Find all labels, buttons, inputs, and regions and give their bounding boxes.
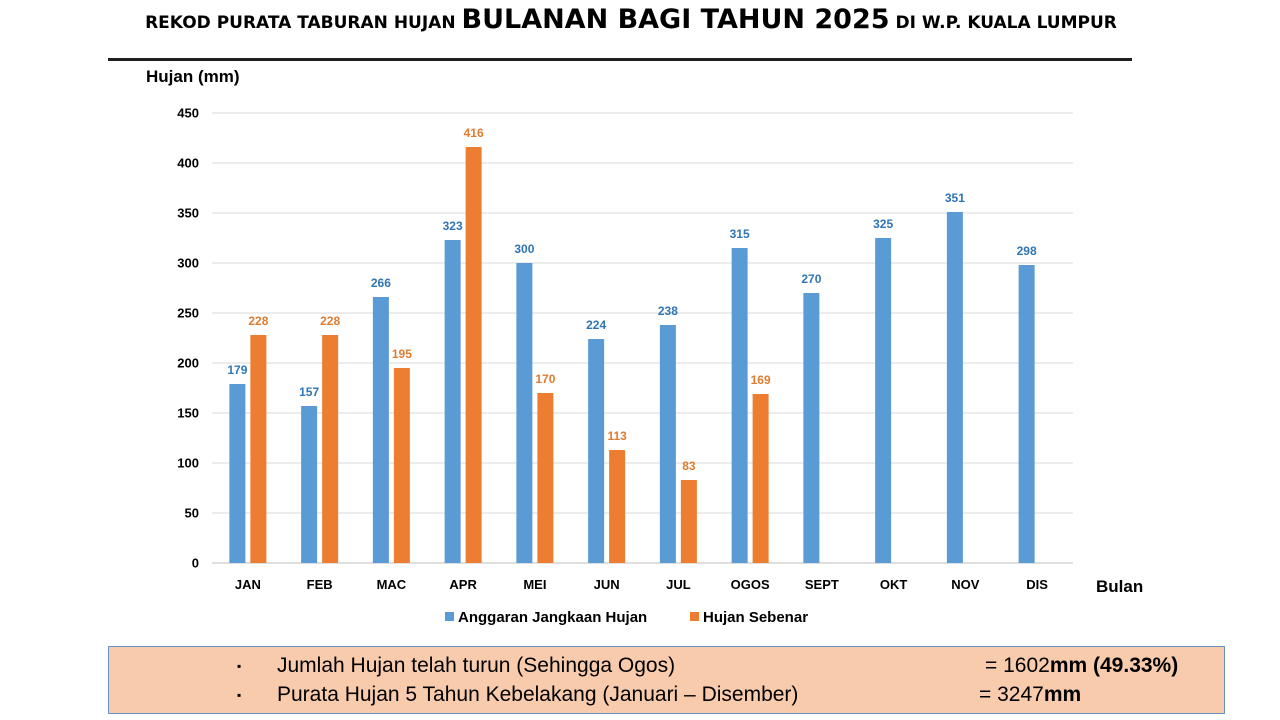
data-label: 416: [464, 126, 484, 140]
data-label: 169: [751, 373, 771, 387]
data-labels: 179 228 157 228 266 195 323 416 300 170 224 113 238 8…: [227, 126, 1037, 473]
bar-ogos-series-1: [731, 248, 748, 563]
bar-mac-series-2: [393, 368, 410, 563]
bar-apr-series-2: [465, 147, 482, 563]
bar-jun-series-2: [609, 450, 626, 563]
x-tick-label: MEI: [523, 577, 546, 592]
bar-feb-series-1: [301, 406, 318, 563]
bars: [229, 147, 1035, 563]
y-tick-label: 300: [177, 256, 199, 271]
y-axis-ticks: 0 50 100 150 200 250 300 350 400 450: [177, 106, 199, 571]
title-part-1: REKOD PURATA TABURAN HUJAN: [145, 13, 462, 33]
legend-swatch: [445, 612, 454, 621]
bar-jul-series-2: [680, 480, 697, 563]
legend: Anggaran Jangkaan Hujan Hujan Sebenar: [445, 609, 808, 626]
title-part-3: DI W.P. KUALA LUMPUR: [889, 13, 1117, 33]
x-tick-label: JAN: [235, 577, 261, 592]
bar-mei-series-1: [516, 263, 533, 563]
summary-total-value: = 1602mm (49.33%): [985, 652, 1178, 680]
summary-average-unit: mm: [1043, 683, 1082, 706]
y-tick-label: 0: [192, 556, 199, 571]
bar-feb-series-2: [322, 335, 339, 563]
title-underline: [108, 58, 1132, 61]
summary-average-label: Purata Hujan 5 Tahun Kebelakang (Januari…: [277, 683, 799, 706]
x-tick-label: JUL: [666, 577, 691, 592]
y-tick-label: 250: [177, 306, 199, 321]
data-label: 195: [392, 347, 412, 361]
x-axis-ticks: JAN FEB MAC APR MEI JUN JUL OGOS SEPT OKT NOV DIS: [235, 577, 1048, 592]
bar-nov-series-1: [946, 212, 963, 563]
y-axis-label: Hujan (mm): [146, 67, 240, 86]
data-label: 83: [682, 459, 696, 473]
data-label: 224: [586, 318, 606, 332]
y-tick-label: 350: [177, 206, 199, 221]
bar-sept-series-1: [803, 293, 820, 563]
y-tick-label: 50: [185, 506, 199, 521]
bar-jan-series-1: [229, 384, 246, 563]
x-tick-label: DIS: [1026, 577, 1048, 592]
data-label: 228: [320, 314, 340, 328]
data-label: 300: [514, 242, 534, 256]
gridlines: [212, 112, 1073, 564]
bar-jan-series-2: [250, 335, 267, 563]
bar-jul-series-1: [659, 325, 676, 563]
bar-dis-series-1: [1018, 265, 1035, 563]
data-label: 270: [801, 272, 821, 286]
bullet-icon: ▪: [237, 659, 242, 673]
y-tick-label: 100: [177, 456, 199, 471]
chart-title: REKOD PURATA TABURAN HUJAN BULANAN BAGI …: [0, 4, 1262, 35]
x-tick-label: OKT: [880, 577, 908, 592]
summary-total-unit: mm (49.33%): [1049, 654, 1179, 677]
y-tick-label: 450: [177, 106, 199, 121]
bar-okt-series-1: [875, 238, 892, 563]
bar-mei-series-2: [537, 393, 554, 563]
bar-mac-series-1: [372, 297, 389, 563]
data-label: 298: [1017, 244, 1037, 258]
title-part-2: BULANAN BAGI TAHUN 2025: [461, 4, 890, 35]
data-label: 315: [730, 227, 750, 241]
x-tick-label: NOV: [951, 577, 980, 592]
x-axis-label: Bulan: [1096, 577, 1143, 596]
x-tick-label: FEB: [307, 577, 333, 592]
x-tick-label: SEPT: [805, 577, 839, 592]
x-tick-label: MAC: [377, 577, 407, 592]
data-label: 179: [227, 363, 247, 377]
bar-chart: 0 50 100 150 200 250 300 350 400 450 179 228 157 228…: [146, 67, 1143, 626]
data-label: 113: [607, 429, 627, 443]
y-tick-label: 200: [177, 356, 199, 371]
summary-box: ▪ Jumlah Hujan telah turun (Sehingga Ogo…: [108, 646, 1225, 714]
bar-ogos-series-2: [752, 394, 769, 563]
summary-row-average: ▪ Purata Hujan 5 Tahun Kebelakang (Janua…: [109, 681, 1224, 709]
y-tick-label: 150: [177, 406, 199, 421]
bullet-icon: ▪: [237, 688, 242, 702]
data-label: 170: [535, 372, 555, 386]
bar-apr-series-1: [444, 240, 461, 563]
data-label: 228: [248, 314, 268, 328]
summary-total-label: Jumlah Hujan telah turun (Sehingga Ogos): [277, 654, 676, 677]
legend-swatch: [690, 612, 699, 621]
legend-label: Anggaran Jangkaan Hujan: [458, 609, 647, 626]
data-label: 157: [299, 385, 319, 399]
data-label: 323: [443, 219, 463, 233]
data-label: 351: [945, 191, 965, 205]
summary-average-number: = 3247: [979, 683, 1044, 706]
bar-jun-series-1: [588, 339, 605, 563]
summary-row-total: ▪ Jumlah Hujan telah turun (Sehingga Ogo…: [109, 652, 1224, 680]
x-tick-label: APR: [449, 577, 477, 592]
x-tick-label: OGOS: [731, 577, 770, 592]
legend-label: Hujan Sebenar: [703, 609, 808, 626]
data-label: 325: [873, 217, 893, 231]
data-label: 266: [371, 276, 391, 290]
summary-average-value: = 3247mm: [979, 681, 1081, 709]
summary-total-number: = 1602: [985, 654, 1050, 677]
data-label: 238: [658, 304, 678, 318]
x-tick-label: JUN: [594, 577, 620, 592]
y-tick-label: 400: [177, 156, 199, 171]
